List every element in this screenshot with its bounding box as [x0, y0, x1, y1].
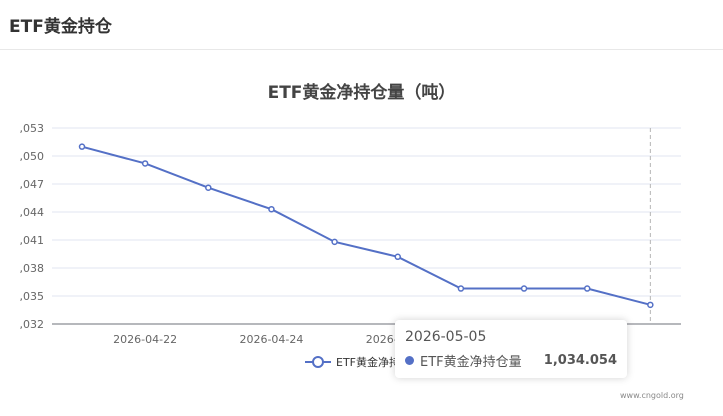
chart-title: ETF黄金净持仓量（吨） — [267, 83, 456, 103]
legend-marker — [312, 356, 324, 368]
series-line — [81, 145, 651, 306]
y-tick-label: ,035 — [20, 290, 45, 303]
data-point — [583, 285, 591, 292]
tooltip-series-name: ETF黄金净持仓量 — [420, 355, 522, 370]
page-header: ETF黄金持仓 — [0, 0, 723, 50]
y-tick-label: ,041 — [20, 234, 45, 247]
chart-tooltip: 2026-05-05 ETF黄金净持仓量 1,034.054 — [395, 320, 627, 378]
tooltip-value: 1,034.054 — [543, 353, 617, 368]
page-title: ETF黄金持仓 — [9, 17, 112, 37]
x-tick-label: 2026-04-22 — [113, 333, 177, 346]
x-tick-label: 2026-04-24 — [239, 333, 303, 346]
y-tick-label: ,038 — [20, 262, 45, 275]
data-point — [457, 285, 465, 292]
data-point — [205, 184, 212, 191]
tooltip-date: 2026-05-05 — [405, 329, 487, 345]
watermark: www.cngold.org — [620, 391, 684, 400]
data-point — [331, 238, 338, 246]
y-tick-label: ,044 — [20, 206, 45, 219]
y-tick-label: ,050 — [20, 150, 45, 163]
y-tick-label: ,053 — [20, 122, 45, 135]
data-point — [647, 301, 654, 309]
data-point — [520, 285, 528, 292]
y-tick-label: ,047 — [20, 178, 45, 191]
data-point — [394, 253, 401, 261]
data-point — [268, 205, 275, 213]
y-tick-label: ,032 — [20, 318, 45, 331]
tooltip-series-dot — [405, 356, 414, 365]
data-point — [141, 160, 149, 167]
data-point — [78, 143, 86, 150]
